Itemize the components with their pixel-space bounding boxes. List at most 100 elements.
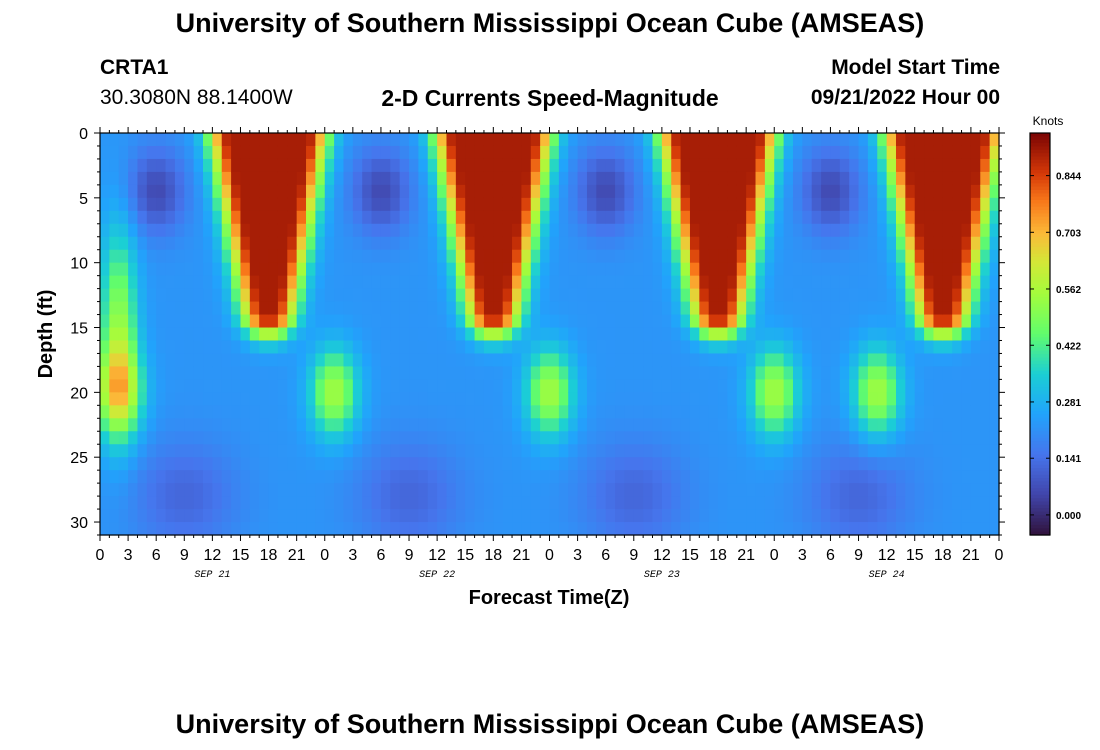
heatmap-cell [521,171,532,186]
heatmap-cell [437,236,448,251]
heatmap-cell [334,288,345,303]
heatmap-cell [933,197,944,212]
heatmap-cell [755,249,766,264]
heatmap-cell [980,444,991,458]
heatmap-cell [830,327,841,342]
heatmap-cell [849,197,860,212]
heatmap-cell [970,249,981,264]
heatmap-cell [924,184,935,199]
heatmap-cell [952,158,963,173]
heatmap-cell [502,262,513,277]
heatmap-cell [783,340,794,355]
heatmap-cell [315,509,326,523]
heatmap-cell [549,470,560,484]
heatmap-cell [877,496,888,510]
heatmap-cell [643,197,654,212]
heatmap-cell [390,470,401,484]
heatmap-cell [540,470,551,484]
heatmap-cell [221,431,232,445]
heatmap-cell [352,301,363,316]
heatmap-cell [296,236,307,251]
colorbar-segment [1030,323,1050,328]
heatmap-cell [699,379,710,393]
heatmap-cell [306,379,316,393]
heatmap-cell [249,327,260,342]
heatmap-cell [109,366,120,380]
heatmap-cell [268,197,279,212]
heatmap-cell [858,171,869,186]
heatmap-cell [661,236,672,251]
heatmap-cell [708,483,719,497]
heatmap-cell [296,418,307,432]
heatmap-cell [652,340,663,355]
heatmap-cell [427,483,438,497]
heatmap-cell [989,522,1000,536]
heatmap-cell [502,249,513,264]
heatmap-cell [109,327,120,342]
heatmap-cell [455,340,466,355]
heatmap-cell [746,405,757,419]
heatmap-cell [380,392,391,406]
heatmap-cell [474,262,485,277]
heatmap-cell [952,197,963,212]
heatmap-cell [380,145,391,160]
heatmap-cell [615,457,626,471]
heatmap-cell [961,392,972,406]
heatmap-cell [324,133,335,147]
heatmap-cell [315,197,326,212]
heatmap-cell [137,288,148,303]
heatmap-cell [343,457,354,471]
heatmap-cell [380,444,391,458]
heatmap-cell [128,353,139,368]
heatmap-cell [877,379,888,393]
heatmap-cell [418,496,429,510]
heatmap-cell [521,418,532,432]
heatmap-cell [689,470,700,484]
heatmap-cell [446,340,457,355]
heatmap-cell [568,366,579,380]
heatmap-cell [633,301,644,316]
x-tick-label: 18 [260,547,278,564]
heatmap-cell [746,249,757,264]
heatmap-cell [418,236,429,251]
heatmap-cell [718,197,729,212]
heatmap-cell [764,197,775,212]
heatmap-cell [605,301,616,316]
heatmap-cell [455,262,466,277]
heatmap-cell [652,405,663,419]
heatmap-cell [867,522,878,536]
heatmap-cell [334,314,345,329]
heatmap-cell [315,275,326,290]
heatmap-cell [718,145,729,160]
heatmap-cell [689,444,700,458]
heatmap-cell [128,366,139,380]
heatmap-cell [474,197,485,212]
heatmap-cell [736,184,747,199]
heatmap-cell [577,158,588,173]
heatmap-cell [418,314,429,329]
heatmap-cell [128,327,139,342]
heatmap-cell [633,210,644,225]
heatmap-cell [549,327,560,342]
heatmap-cell [362,418,373,432]
heatmap-cell [867,184,878,199]
heatmap-cell [362,210,373,225]
heatmap-cell [390,133,401,147]
heatmap-cell [615,314,626,329]
heatmap-cell [661,522,672,536]
heatmap-cell [268,262,279,277]
heatmap-cell [483,353,494,368]
heatmap-cell [549,133,560,147]
colorbar-segment [1030,327,1050,332]
heatmap-cell [418,133,429,147]
heatmap-cell [905,210,916,225]
heatmap-cell [736,301,747,316]
heatmap-cell [268,171,279,186]
heatmap-cell [483,223,494,238]
heatmap-cell [418,184,429,199]
heatmap-cell [867,366,878,380]
heatmap-cell [680,262,691,277]
heatmap-cell [792,171,803,186]
colorbar-segment [1030,411,1050,415]
